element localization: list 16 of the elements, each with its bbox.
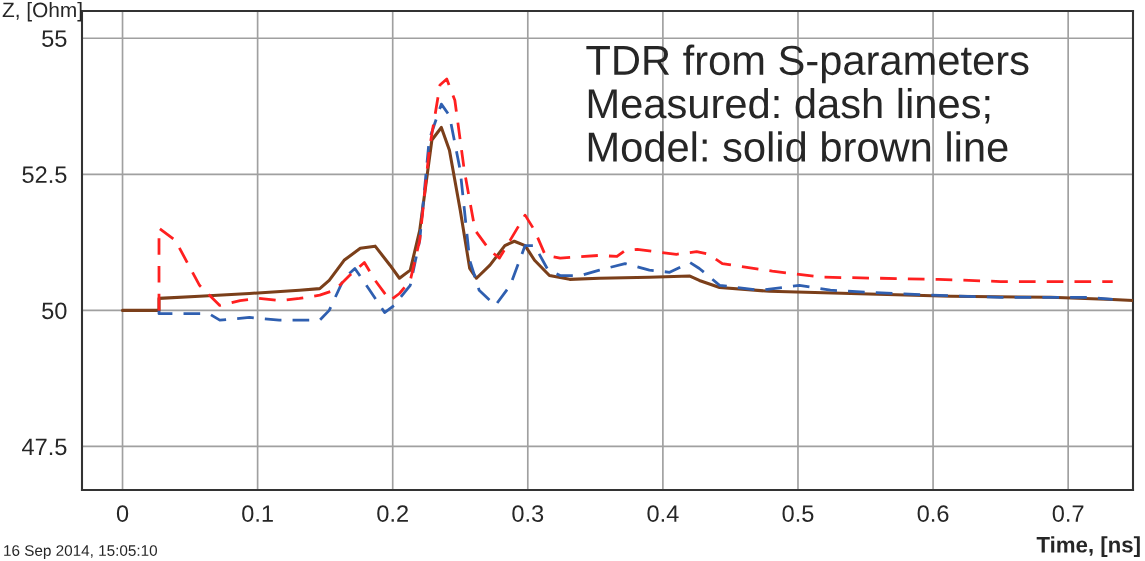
y-axis-title: Z, [Ohm] [2,2,82,22]
y-tick-label: 50 [42,302,67,320]
x-tick-label: 0.6 [917,505,949,522]
x-tick-label: 0.3 [512,505,544,522]
y-tick-label: 55 [42,30,67,47]
annotation: TDR from S-parameters Measured: dash lines; Model: solid brown line [586,44,1029,162]
x-tick-label: 0 [116,505,129,522]
x-tick-label: 0.2 [377,505,408,522]
x-tick-label: 0.4 [647,505,679,522]
y-tick-label: 52.5 [22,166,67,184]
x-tick-label: 0.7 [1052,505,1084,522]
x-tick-label: 0.1 [242,505,273,522]
x-tick-label: 0.5 [782,505,814,522]
x-axis-title: Time, [ns] [1036,536,1140,557]
text: 16 Sep 2014, 15:05:10 [4,545,158,559]
y-tick-label: 47.5 [22,438,67,456]
